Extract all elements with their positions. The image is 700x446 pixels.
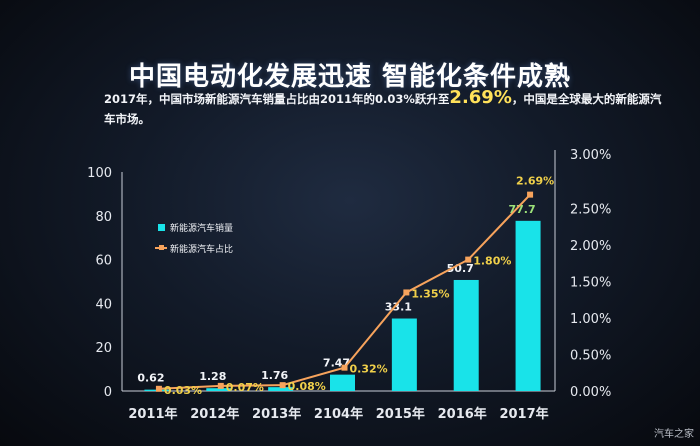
y2-tick-label: 1.50% — [570, 276, 611, 291]
y2-tick-label: 0.50% — [570, 349, 611, 364]
share-point — [527, 191, 534, 198]
y2-tick-label: 2.00% — [570, 239, 611, 254]
share-value-label: 2.69% — [516, 175, 554, 188]
x-tick-label: 2015年 — [376, 406, 425, 422]
legend-bar-label: 新能源汽车销量 — [170, 222, 233, 234]
y2-tick-label: 0.00% — [570, 385, 611, 400]
y-tick-label: 80 — [95, 210, 112, 225]
share-point — [403, 289, 410, 296]
slide-title: 中国电动化发展迅速 智能化条件成熟 — [128, 62, 572, 92]
subtitle-highlight: 2.69% — [449, 87, 512, 108]
y2-tick-label: 3.00% — [570, 148, 611, 163]
share-point — [341, 364, 348, 371]
bar — [268, 387, 294, 391]
x-tick-label: 2016年 — [438, 406, 487, 422]
subtitle-text: 2017年，中国市场新能源汽车销量占比由2011年的0.03%跃升至 — [104, 92, 450, 106]
legend-bar-swatch — [158, 224, 165, 231]
bar — [206, 388, 232, 391]
legend-line-label: 新能源汽车占比 — [170, 243, 233, 255]
y-tick-label: 20 — [95, 341, 112, 356]
share-value-label: 0.32% — [350, 363, 388, 376]
slide-subtitle: 2017年，中国市场新能源汽车销量占比由2011年的0.03%跃升至2.69%，… — [104, 88, 664, 129]
bar-value-label: 0.62 — [137, 372, 164, 385]
bar — [453, 279, 479, 391]
share-point — [279, 382, 286, 389]
watermark: 汽车之家 — [654, 429, 694, 440]
y2-tick-label: 2.50% — [570, 203, 611, 218]
subtitle-text-end: ，中国是全球最大的新能源汽车市场。 — [104, 92, 662, 126]
bar-value-label: 50.7 — [447, 262, 474, 275]
share-value-label: 0.03% — [164, 384, 202, 397]
bar — [330, 374, 355, 391]
x-tick-label: 2013年 — [252, 406, 301, 422]
legend-line-marker — [159, 245, 164, 250]
y-tick-label: 60 — [95, 254, 112, 269]
y2-tick-label: 1.00% — [570, 312, 611, 327]
bar-value-label: 1.76 — [261, 369, 288, 382]
x-tick-label: 2104年 — [314, 406, 363, 422]
y-tick-label: 0 — [104, 385, 112, 400]
x-tick-label: 2011年 — [128, 406, 177, 422]
share-point — [217, 382, 224, 389]
x-tick-label: 2017年 — [499, 406, 548, 422]
y-tick-label: 40 — [95, 297, 112, 312]
share-point — [465, 256, 472, 263]
bar-value-label: 77.7 — [509, 203, 536, 216]
bar — [515, 220, 541, 391]
y-tick-label: 100 — [87, 166, 112, 181]
share-value-label: 0.07% — [226, 381, 264, 394]
share-value-label: 0.08% — [288, 380, 326, 393]
share-value-label: 1.35% — [411, 287, 449, 300]
share-value-label: 1.80% — [473, 255, 511, 268]
bar-value-label: 1.28 — [199, 370, 226, 383]
bar — [391, 318, 417, 391]
x-tick-label: 2012年 — [190, 406, 239, 422]
share-point — [155, 385, 162, 392]
